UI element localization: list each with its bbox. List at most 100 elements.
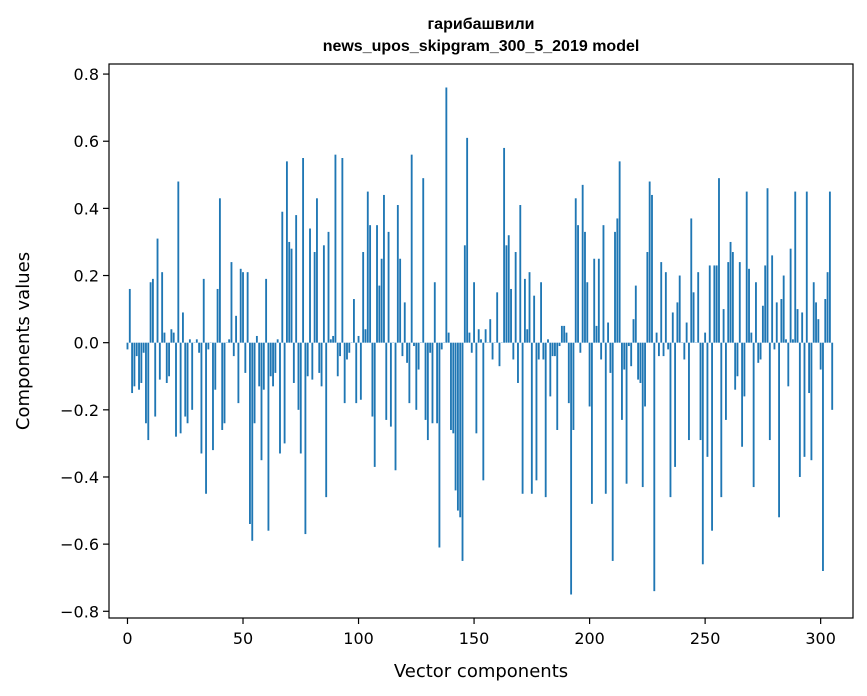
bar [480,339,482,343]
bar [424,342,427,420]
bar [244,342,247,373]
bar [644,342,646,407]
bar [389,342,392,427]
bar [792,339,794,343]
bar [549,342,552,397]
bar [454,342,457,491]
bar [780,299,783,343]
bar [336,342,339,377]
bar [616,218,619,343]
bar [822,342,824,571]
bar [556,342,559,430]
bar [255,335,258,343]
bar [138,342,140,390]
bar [574,198,577,343]
bar [683,342,686,360]
x-tick-label: 150 [459,629,490,648]
bar [316,198,318,343]
bar [376,225,378,343]
bar [165,342,168,383]
bar [142,342,145,353]
bar [473,282,475,343]
bar [195,339,198,343]
bar [630,342,633,367]
bar [796,309,799,343]
bar [547,339,549,343]
bar [191,342,194,410]
bar [810,342,813,461]
bar [720,342,723,498]
bar [343,342,346,404]
bar [452,342,455,434]
bar [704,332,707,343]
bar [623,342,626,370]
bar [394,342,397,471]
bar [690,218,693,343]
bar [320,342,323,387]
bar [641,342,644,488]
bar [339,342,341,357]
bar [288,241,291,343]
bar [260,342,263,461]
bar [283,342,286,444]
bar [269,342,272,377]
bar [128,288,131,343]
bar [239,268,242,343]
bar [327,231,330,343]
bar [276,339,279,343]
bar [417,342,420,370]
bar [586,282,589,343]
bar [595,325,598,343]
bar [614,231,616,343]
bar [808,342,811,394]
bar [496,292,499,343]
bar [551,342,554,357]
bar [750,332,753,343]
bar [731,252,734,343]
bar [258,342,261,387]
bar [186,342,189,424]
y-tick-label: −0.4 [60,468,99,487]
bar [752,342,755,488]
bar [828,191,831,343]
bar [422,178,425,343]
bar [357,335,360,343]
bar [272,342,274,387]
bar [285,161,288,343]
bar [678,275,681,343]
bar [133,342,136,387]
bar [588,342,591,407]
bar [563,325,566,343]
bar [711,342,713,531]
bar [755,282,757,343]
bar [401,342,404,357]
bar [470,342,473,353]
bar [212,342,214,451]
bar [577,225,579,343]
bar [461,342,464,561]
bar [433,282,436,343]
bar [468,332,471,343]
bar [362,252,365,343]
y-tick-label: −0.2 [60,401,99,420]
bar [505,245,508,343]
bar [498,342,501,367]
plot-area-frame [108,63,854,619]
x-tick-label: 0 [122,629,132,648]
bar [722,309,725,343]
y-tick-label: −0.8 [60,602,99,621]
bar [512,342,515,360]
bar [366,191,369,343]
bar [697,272,700,343]
bar [325,342,328,498]
bar [597,258,600,343]
bar [292,342,295,383]
bar [584,231,586,343]
bar [664,272,667,343]
bar [743,342,746,397]
bar [782,275,785,343]
bar [359,342,362,400]
bar [168,342,170,377]
bar [429,342,432,353]
bar [318,342,321,373]
